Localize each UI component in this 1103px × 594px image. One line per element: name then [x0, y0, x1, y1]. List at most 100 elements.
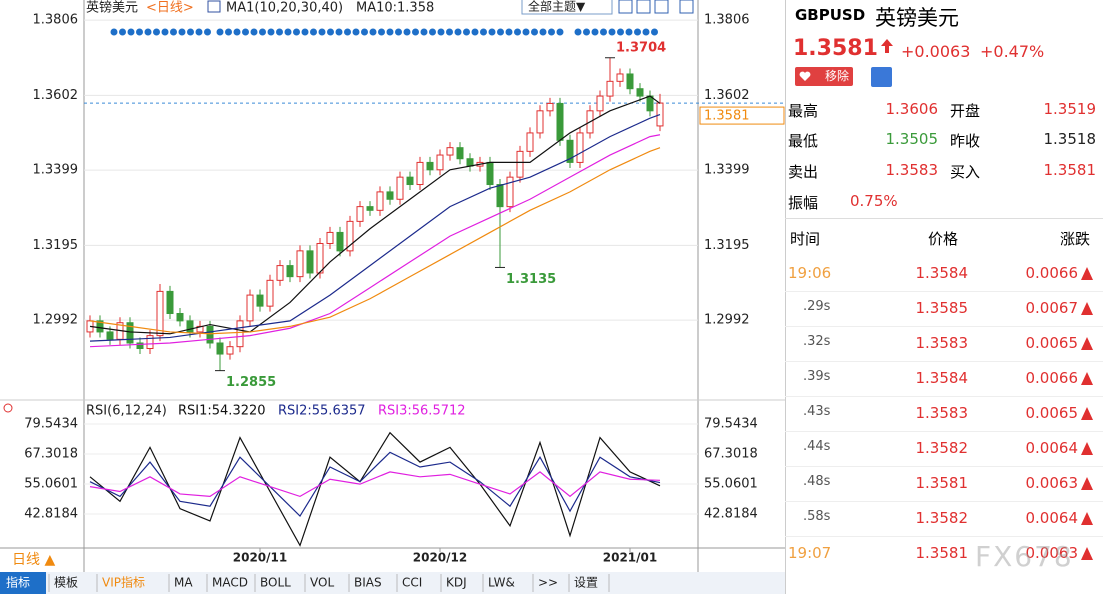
bottom-toolbar	[0, 572, 785, 594]
tick-price: 1.3583	[915, 404, 969, 422]
quote-price: 1.3581	[793, 36, 878, 61]
candle-body	[606, 80, 614, 97]
legend-entry: RSI3:56.5712	[378, 404, 466, 419]
theme-menu-box[interactable]	[521, 0, 613, 15]
up-arrow	[1081, 337, 1093, 350]
tick-time: .43s	[803, 404, 831, 419]
toolbar-tab[interactable]: VIP指标	[102, 575, 145, 590]
row-divider	[785, 501, 1103, 502]
theme-menu[interactable]: 全部主题▼	[528, 0, 586, 14]
ma-line	[89, 134, 661, 348]
y-tick-label-right: 1.3602	[704, 88, 750, 103]
stat-label: 买入	[950, 163, 981, 181]
toolbar-icons	[618, 0, 694, 14]
table-header: 时间	[790, 230, 821, 248]
toolbar-tab[interactable]: BIAS	[354, 576, 382, 590]
candle-body	[236, 320, 244, 348]
stat-value: 1.3581	[1043, 161, 1097, 179]
stat-value: 1.3583	[885, 161, 939, 179]
up-arrow	[1081, 267, 1093, 280]
chart-area: 英镑美元 <日线> MA1(10,20,30,40) MA10:1.358 全部…	[0, 0, 785, 594]
tick-price: 1.3584	[915, 264, 969, 282]
row-divider	[785, 536, 1103, 537]
y-tick-label-right: 1.3806	[704, 13, 750, 28]
remove-button[interactable]: 移除	[795, 67, 853, 86]
stat-value: 1.3505	[885, 130, 939, 148]
toolbar-tab[interactable]: LW&	[488, 576, 515, 590]
candle-body	[296, 250, 304, 278]
candle-body	[226, 346, 234, 355]
tick-time: .58s	[803, 509, 831, 524]
stat-label: 最低	[788, 132, 819, 150]
divider	[785, 218, 1103, 219]
y-tick-label-right: 1.2992	[704, 313, 750, 328]
tick-change: 0.0064	[1025, 439, 1079, 457]
rsi-y-tick-label: 42.8184	[24, 507, 78, 522]
stat-label: 最高	[788, 102, 819, 120]
tick-change: 0.0066	[1025, 369, 1079, 387]
current-price-box	[699, 106, 785, 125]
candle-body	[286, 265, 294, 278]
current-price-label: 1.3581	[704, 109, 750, 124]
tick-price: 1.3581	[915, 474, 969, 492]
stat-value: 1.3518	[1043, 130, 1097, 148]
candle-body	[136, 342, 144, 350]
candle-body	[576, 132, 584, 163]
candle-body	[266, 279, 274, 307]
x-tick-label: 2021/01	[603, 551, 657, 565]
stat-label: 昨收	[950, 132, 981, 150]
toolbar-tab[interactable]: >>	[538, 576, 558, 590]
tick-change: 0.0063	[1025, 544, 1079, 562]
tick-price: 1.3581	[915, 544, 969, 562]
ma-line	[89, 95, 661, 335]
rsi-line	[89, 451, 661, 517]
candle-body	[506, 176, 514, 208]
toolbar-tab[interactable]: KDJ	[446, 576, 467, 590]
toolbar-tab[interactable]: 设置	[574, 576, 598, 590]
candle-body	[166, 290, 174, 315]
ma-line	[89, 113, 661, 342]
tick-time: .48s	[803, 474, 831, 489]
candle-body	[396, 176, 404, 200]
toolbar-tab[interactable]: BOLL	[260, 576, 291, 590]
stat-value: 0.75%	[850, 192, 898, 210]
up-arrow	[1081, 442, 1093, 455]
toolbar-tab[interactable]: 模板	[54, 576, 78, 590]
up-arrow	[1081, 302, 1093, 315]
settings-icon[interactable]	[3, 403, 13, 413]
rsi-y-tick-label-right: 67.3018	[704, 447, 758, 462]
ma-line	[89, 147, 661, 335]
rsi-line	[89, 471, 661, 498]
toolbar-tab[interactable]: MACD	[212, 576, 248, 590]
annotation: 1.3135	[506, 272, 556, 287]
toolbar-tab[interactable]: VOL	[310, 576, 334, 590]
candle-body	[376, 191, 384, 211]
tab-active	[0, 572, 46, 594]
candle-body	[426, 161, 434, 171]
candle-body	[206, 325, 214, 344]
ma-icon	[207, 0, 221, 13]
toolbar-tab[interactable]: CCI	[402, 576, 422, 590]
candle-body	[366, 206, 374, 211]
toolbar-tab[interactable]: 指标	[6, 575, 30, 590]
candle-body	[416, 161, 424, 186]
stat-label: 振幅	[788, 194, 819, 212]
annotation: 1.3704	[616, 40, 666, 55]
up-arrow	[881, 39, 893, 53]
rsi-y-tick-label-right: 79.5434	[704, 417, 758, 432]
y-tick-label: 1.3399	[33, 163, 79, 178]
up-arrow	[1081, 512, 1093, 525]
stat-label: 卖出	[788, 163, 819, 181]
candle-body	[246, 294, 254, 322]
toolbar-tab[interactable]: MA	[174, 576, 193, 590]
watermark: FX678	[975, 540, 1074, 573]
tick-change: 0.0064	[1025, 509, 1079, 527]
period-button[interactable]: 日线 ▲	[12, 552, 55, 568]
row-divider	[785, 396, 1103, 397]
alert-button[interactable]	[871, 67, 892, 87]
candle-body	[496, 184, 504, 208]
y-tick-label-right: 1.3195	[704, 238, 750, 253]
row-divider	[785, 326, 1103, 327]
quote-change: +0.0063	[901, 42, 971, 61]
stat-value: 1.3606	[885, 100, 939, 118]
